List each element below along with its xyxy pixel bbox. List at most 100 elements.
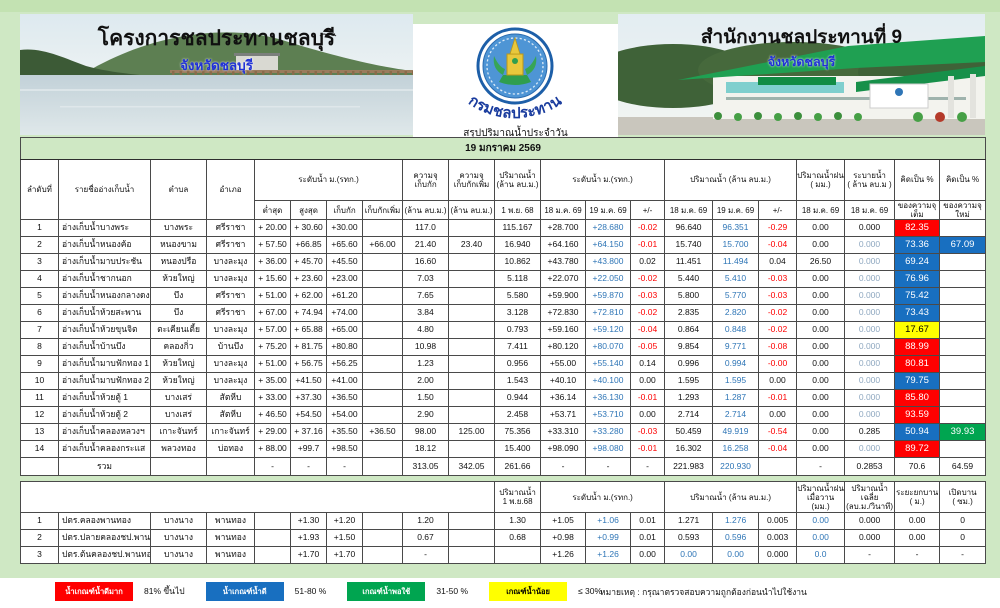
cell-pct-new xyxy=(938,321,987,340)
cell-vol-diff: 0.003 xyxy=(758,529,798,548)
cell-no: 13 xyxy=(20,423,59,442)
cell-vol18: 0.864 xyxy=(664,321,713,340)
cell-lvl-diff: 0.00 xyxy=(630,406,665,425)
cell-cap: 2.90 xyxy=(402,406,449,425)
reservoir-rows: 1 อ่างเก็บน้ำบางพระ บางพระ ศรีราชา + 20.00 + … xyxy=(20,219,987,477)
cell-vol18: 0.593 xyxy=(664,529,714,548)
cell-lvl-norm: +35.50 xyxy=(326,423,363,442)
cell-rain: 0.00 xyxy=(796,236,845,255)
col-header-pct-full: คิดเป็น % xyxy=(894,159,940,201)
cell-vol-diff: -0.54 xyxy=(758,423,797,442)
cell-pct-new xyxy=(938,338,987,357)
cell-vol-nov: 0.956 xyxy=(494,355,541,374)
cell-lvl-add xyxy=(362,406,403,425)
reservoir-row: 2 อ่างเก็บน้ำหนองค้อ หนองขาม ศรีราชา + 57.50… xyxy=(20,236,987,255)
cell-rain: 0.00 xyxy=(796,338,845,357)
cell-lvl-max: +1.93 xyxy=(290,529,327,548)
cell-lvl-diff: 0.02 xyxy=(630,253,665,272)
reservoir-row: 4 อ่างเก็บน้ำชากนอก ห้วยใหญ่ บางละมุง + 15.6… xyxy=(20,270,987,289)
header-row-1: ลำดับที่ รายชื่ออ่างเก็บน้ำ ตำบล อำเภอ ร… xyxy=(20,158,987,221)
cell-no: 12 xyxy=(20,406,59,425)
cell-vol-diff: 0.04 xyxy=(758,253,797,272)
cell-rain: 0.00 xyxy=(796,372,845,391)
subheader-lvl-norm: เก็บกัก xyxy=(326,199,363,221)
cell-lvl-norm: +74.00 xyxy=(326,304,363,323)
cell-lvl-max: + 62.00 xyxy=(290,287,327,306)
right-photo-banner: สำนักงานชลประทานที่ 9 จังหวัดชลบุรี xyxy=(618,14,985,135)
cell-cap-add xyxy=(448,270,495,289)
cell-discharge: 0.285 xyxy=(844,423,895,442)
right-banner-title: สำนักงานชลประทานที่ 9 xyxy=(700,27,903,48)
cell-amphoe: พานทอง xyxy=(206,529,255,548)
cell-cap-add xyxy=(448,440,495,459)
cell-tambon: ห้วยใหญ่ xyxy=(150,270,207,289)
cell-lvl19: +33.280 xyxy=(585,423,631,442)
dam-bridge xyxy=(170,70,413,73)
subheader-lvl-add: เก็บกักเพิ่ม xyxy=(362,199,403,221)
cell-gate-open: 0 xyxy=(939,512,987,531)
header-row-2: ต่ำสุด สูงสุด เก็บกัก เก็บกักเพิ่ม (ล้าน… xyxy=(21,199,987,221)
cell-lvl-add xyxy=(362,389,403,408)
cell-tambon: บางพระ xyxy=(150,219,207,238)
cell-pct-full: 93.59 xyxy=(894,406,940,425)
cell-lvl-add xyxy=(362,512,403,531)
cell-vol-diff: -0.08 xyxy=(758,338,797,357)
cell-cap-add xyxy=(448,321,495,340)
cell-lvl-diff: -0.02 xyxy=(630,219,665,238)
cell-lvl-max: +99.7 xyxy=(290,440,327,459)
cell-lvl-min: + 15.60 xyxy=(254,270,291,289)
cell-lvl-diff: 0.01 xyxy=(630,529,666,548)
cell-discharge: 0.000 xyxy=(844,270,895,289)
cell-cap-add: 342.05 xyxy=(448,457,495,477)
cell-pct-new xyxy=(938,219,987,238)
cell-vol-nov: 75.356 xyxy=(494,423,541,442)
cell-lvl-norm: +98.50 xyxy=(326,440,363,459)
cell-pct-full: 50.94 xyxy=(894,423,940,442)
cell-pct-new xyxy=(938,253,987,272)
cell-lvl-min: + 36.00 xyxy=(254,253,291,272)
cell-vol19: 5.770 xyxy=(712,287,759,306)
cell-name: อ่างเก็บน้ำมาบประชัน xyxy=(58,253,151,272)
cell-vol18: 5.800 xyxy=(664,287,713,306)
cell-lvl-max: + 81.75 xyxy=(290,338,327,357)
left-banner-title: โครงการชลประทานชลบุรี xyxy=(97,27,336,50)
cell-lvl-norm: +30.00 xyxy=(326,219,363,238)
cell-no: 10 xyxy=(20,372,59,391)
cell-name: ปตร.คลองพานทอง xyxy=(58,512,151,531)
col-header-rainfall: ปริมาณน้ำฝน ( มม.) xyxy=(796,159,845,201)
cell-amphoe: ศรีราชา xyxy=(206,219,255,238)
cell-lvl-min: - xyxy=(254,457,291,477)
cell-cap: 0.67 xyxy=(402,529,449,548)
cell-lvl19: +55.140 xyxy=(585,355,631,374)
cell-name: อ่างเก็บน้ำบางพระ xyxy=(58,219,151,238)
cell-pct-new xyxy=(938,355,987,374)
col-header-volume-group: ปริมาณน้ำ (ล้าน ลบ.ม.) xyxy=(664,159,797,201)
cell-tambon: ห้วยใหญ่ xyxy=(150,355,207,374)
cell-lvl-add xyxy=(362,338,403,357)
col-header-level-group: ระดับน้ำ ม.(รทก.) xyxy=(254,159,403,201)
cell-no: 5 xyxy=(20,287,59,306)
legend-range: 81% ขึ้นไป xyxy=(144,586,185,596)
cell-lvl18: +1.05 xyxy=(540,512,587,531)
cell-vol19: 1.595 xyxy=(712,372,759,391)
subheader-vol-diff: +/- xyxy=(758,199,797,221)
ground xyxy=(618,117,985,135)
cell-pct-full: 70.6 xyxy=(894,457,940,477)
legend-range: 31-50 % xyxy=(436,586,469,596)
cell-discharge: 0.000 xyxy=(844,406,895,425)
cell-lvl18: +40.10 xyxy=(540,372,586,391)
cell-tambon: หนองขาม xyxy=(150,236,207,255)
cell-lvl-min: + 51.00 xyxy=(254,287,291,306)
cell-lvl-norm: +56.25 xyxy=(326,355,363,374)
cell-name: อ่างเก็บน้ำห้วยขุนจิต xyxy=(58,321,151,340)
cell-lvl19: - xyxy=(585,457,631,477)
cell-lvl-add xyxy=(362,287,403,306)
cell-lvl-add: +36.50 xyxy=(362,423,403,442)
cell-lvl-diff: 0.14 xyxy=(630,355,665,374)
cell-discharge: 0.000 xyxy=(844,440,895,459)
reservoir-row: 10 อ่างเก็บน้ำมาบฟักทอง 2 ห้วยใหญ่ บางละมุง… xyxy=(20,372,987,391)
cell-vol19: 0.994 xyxy=(712,355,759,374)
col-header-name: รายชื่ออ่างเก็บน้ำ xyxy=(58,158,151,221)
cell-vol-nov: 10.862 xyxy=(494,253,541,272)
cell-amphoe: บ้านบึง xyxy=(206,338,255,357)
